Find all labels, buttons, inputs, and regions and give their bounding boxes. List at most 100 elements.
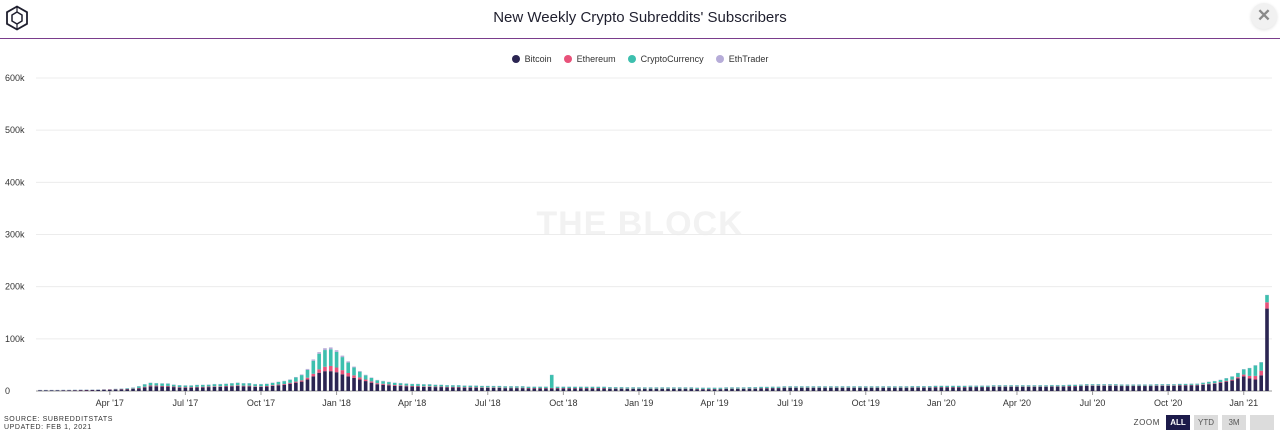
bar-bitcoin[interactable] xyxy=(590,388,595,391)
bar-cryptocurrency[interactable] xyxy=(1148,384,1153,386)
bar-bitcoin[interactable] xyxy=(369,382,374,391)
bar-cryptocurrency[interactable] xyxy=(422,384,426,387)
bar-cryptocurrency[interactable] xyxy=(660,387,665,389)
bar-cryptocurrency[interactable] xyxy=(294,377,298,382)
bar-cryptocurrency[interactable] xyxy=(241,383,246,386)
bar-cryptocurrency[interactable] xyxy=(1020,385,1025,387)
bar-bitcoin[interactable] xyxy=(962,387,967,391)
bar-bitcoin[interactable] xyxy=(753,388,758,391)
bar-ethereum[interactable] xyxy=(259,386,263,387)
bar-bitcoin[interactable] xyxy=(765,388,769,391)
bar-bitcoin[interactable] xyxy=(770,388,775,391)
bar-bitcoin[interactable] xyxy=(1143,386,1147,391)
bar-bitcoin[interactable] xyxy=(951,387,955,391)
bar-ethereum[interactable] xyxy=(439,386,444,388)
bar-bitcoin[interactable] xyxy=(927,387,932,391)
bar-cryptocurrency[interactable] xyxy=(503,386,508,388)
bar-cryptocurrency[interactable] xyxy=(474,385,478,388)
bar-ethereum[interactable] xyxy=(387,384,391,386)
bar-cryptocurrency[interactable] xyxy=(654,387,659,389)
bar-cryptocurrency[interactable] xyxy=(363,375,368,380)
bar-ethereum[interactable] xyxy=(381,383,385,385)
bar-bitcoin[interactable] xyxy=(247,386,252,391)
bar-cryptocurrency[interactable] xyxy=(404,383,409,386)
bar-ethereum[interactable] xyxy=(241,385,246,387)
bar-cryptocurrency[interactable] xyxy=(299,375,304,381)
bar-bitcoin[interactable] xyxy=(794,387,798,391)
bar-cryptocurrency[interactable] xyxy=(706,387,711,389)
legend-item-cryptocurrency[interactable]: CryptoCurrency xyxy=(627,54,704,64)
bar-bitcoin[interactable] xyxy=(515,388,519,391)
bar-ethereum[interactable] xyxy=(328,365,333,372)
bar-bitcoin[interactable] xyxy=(544,388,548,391)
bar-cryptocurrency[interactable] xyxy=(776,386,781,388)
bar-bitcoin[interactable] xyxy=(642,388,647,391)
bar-cryptocurrency[interactable] xyxy=(927,386,932,388)
legend-item-ethereum[interactable]: Ethereum xyxy=(563,54,616,64)
bar-cryptocurrency[interactable] xyxy=(346,362,351,373)
bar-cryptocurrency[interactable] xyxy=(1114,384,1118,386)
bar-bitcoin[interactable] xyxy=(422,386,426,391)
bar-bitcoin[interactable] xyxy=(834,387,839,391)
bar-bitcoin[interactable] xyxy=(1177,385,1182,391)
bar-bitcoin[interactable] xyxy=(113,389,118,391)
bar-bitcoin[interactable] xyxy=(259,386,263,391)
bar-cryptocurrency[interactable] xyxy=(1201,382,1205,385)
bar-bitcoin[interactable] xyxy=(991,386,996,391)
bar-ethereum[interactable] xyxy=(166,385,170,387)
bar-cryptocurrency[interactable] xyxy=(666,387,670,389)
bar-bitcoin[interactable] xyxy=(956,387,961,391)
bar-cryptocurrency[interactable] xyxy=(590,386,595,389)
bar-ethereum[interactable] xyxy=(235,385,240,387)
bar-bitcoin[interactable] xyxy=(160,386,164,391)
bar-bitcoin[interactable] xyxy=(759,388,763,391)
bar-cryptocurrency[interactable] xyxy=(672,387,676,389)
bar-bitcoin[interactable] xyxy=(1020,386,1025,391)
bar-cryptocurrency[interactable] xyxy=(695,387,699,389)
bar-cryptocurrency[interactable] xyxy=(1061,385,1066,387)
bar-bitcoin[interactable] xyxy=(107,389,112,391)
bar-ethereum[interactable] xyxy=(177,387,182,388)
bar-cryptocurrency[interactable] xyxy=(264,383,269,386)
bar-ethereum[interactable] xyxy=(276,384,281,386)
bar-bitcoin[interactable] xyxy=(154,386,159,391)
bar-bitcoin[interactable] xyxy=(1160,385,1165,391)
bar-ethereum[interactable] xyxy=(201,386,205,388)
bar-ethereum[interactable] xyxy=(160,385,164,387)
bar-bitcoin[interactable] xyxy=(1079,386,1083,391)
bar-cryptocurrency[interactable] xyxy=(794,386,798,388)
bar-bitcoin[interactable] xyxy=(451,387,455,391)
bar-cryptocurrency[interactable] xyxy=(910,386,915,388)
bar-bitcoin[interactable] xyxy=(584,388,589,391)
bar-bitcoin[interactable] xyxy=(625,388,630,391)
bar-cryptocurrency[interactable] xyxy=(323,350,327,367)
bar-bitcoin[interactable] xyxy=(398,386,403,391)
bar-bitcoin[interactable] xyxy=(270,385,275,391)
bar-cryptocurrency[interactable] xyxy=(1009,385,1013,387)
bar-bitcoin[interactable] xyxy=(1026,386,1031,391)
bar-bitcoin[interactable] xyxy=(1265,308,1269,391)
bar-ethereum[interactable] xyxy=(334,367,339,373)
bar-cryptocurrency[interactable] xyxy=(288,379,292,383)
bar-bitcoin[interactable] xyxy=(1189,385,1194,391)
bar-ethereum[interactable] xyxy=(282,384,287,385)
bar-cryptocurrency[interactable] xyxy=(625,387,630,389)
bar-ethereum[interactable] xyxy=(183,387,188,388)
bar-bitcoin[interactable] xyxy=(637,388,641,391)
bar-bitcoin[interactable] xyxy=(933,387,938,391)
bar-bitcoin[interactable] xyxy=(323,371,327,391)
bar-bitcoin[interactable] xyxy=(1119,386,1124,391)
bar-cryptocurrency[interactable] xyxy=(433,384,438,387)
bar-cryptocurrency[interactable] xyxy=(166,383,170,386)
bar-bitcoin[interactable] xyxy=(863,387,868,391)
bar-cryptocurrency[interactable] xyxy=(369,377,374,382)
bar-bitcoin[interactable] xyxy=(445,387,449,391)
bar-cryptocurrency[interactable] xyxy=(893,386,897,388)
bar-bitcoin[interactable] xyxy=(218,386,223,391)
bar-cryptocurrency[interactable] xyxy=(340,357,345,371)
bar-cryptocurrency[interactable] xyxy=(410,384,414,386)
bar-cryptocurrency[interactable] xyxy=(270,382,275,386)
close-button[interactable]: ✕ xyxy=(1251,3,1277,29)
bar-cryptocurrency[interactable] xyxy=(712,387,717,389)
bar-cryptocurrency[interactable] xyxy=(358,371,362,378)
